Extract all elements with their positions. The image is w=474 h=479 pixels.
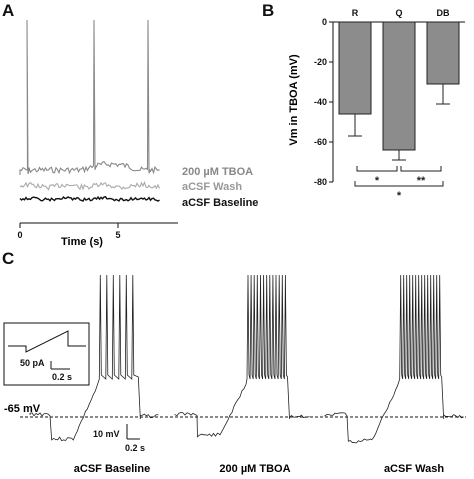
time-scale-label: 0.2 s: [125, 443, 145, 453]
current-inset: 50 pA 0.2 s: [3, 322, 90, 386]
voltage-scale-label: 10 mV: [93, 429, 120, 439]
trace-c-tboa: [174, 274, 310, 438]
bar-r: [338, 21, 372, 115]
bars: R Q DB: [338, 8, 460, 161]
bar-q: [382, 21, 416, 151]
category-label-q: Q: [395, 8, 402, 18]
category-label-r: R: [352, 8, 359, 18]
inset-time-label: 0.2 s: [52, 372, 72, 382]
panel-b-bar-chart: 0-20-40-60-80 R Q DB * *** Vm in TBOA (mV): [288, 8, 465, 202]
inset-current-trace: [8, 330, 86, 353]
y-tick-label: -20: [314, 57, 327, 67]
significance-bracket: [400, 166, 442, 172]
y-tick-label: 0: [322, 17, 327, 27]
panel-a-traces: 0 5 Time (s) 200 µM TBOA aCSF Wash aCSF …: [17, 19, 258, 248]
y-tick-label: -80: [314, 177, 327, 187]
panel-label-c: C: [2, 249, 14, 268]
significance-brackets: * ***: [354, 166, 444, 202]
condition-label-baseline: aCSF Baseline: [74, 463, 150, 475]
threshold-label: -65 mV: [4, 403, 41, 415]
bar-db: [426, 21, 460, 85]
panel-c-traces: -65 mV 50 pA 0.2 s 10 mV 0.2 s aCSF Base…: [3, 274, 466, 475]
trace-c-baseline: [29, 274, 159, 442]
x-tick-label-5: 5: [115, 230, 120, 240]
significance-label: *: [375, 175, 380, 187]
trace-c-wash: [324, 274, 464, 444]
y-tick-label: -40: [314, 97, 327, 107]
panel-label-b: B: [262, 1, 274, 20]
inset-current-label: 50 pA: [20, 358, 45, 368]
panel-label-a: A: [2, 1, 14, 20]
y-axis-label: Vm in TBOA (mV): [288, 54, 300, 146]
condition-label-tboa: 200 µM TBOA: [219, 463, 290, 475]
trace-baseline: [19, 195, 160, 203]
trace-tboa: [19, 19, 160, 175]
x-tick-label-0: 0: [17, 230, 22, 240]
inset-frame: [3, 322, 90, 386]
condition-label-wash: aCSF Wash: [384, 463, 444, 475]
category-label-db: DB: [437, 8, 450, 18]
time-axis-label: Time (s): [61, 236, 103, 248]
significance-label: *: [397, 190, 402, 202]
scale-bar: 10 mV 0.2 s: [93, 424, 145, 453]
y-tick-label: -60: [314, 137, 327, 147]
legend-tboa: 200 µM TBOA: [182, 166, 253, 178]
significance-bracket: [356, 166, 398, 172]
legend-wash: aCSF Wash: [182, 181, 242, 193]
trace-wash: [19, 180, 161, 191]
legend-baseline: aCSF Baseline: [182, 197, 258, 209]
significance-label: **: [417, 175, 426, 187]
y-ticks: 0 -20 -40 -60 -80: [314, 17, 333, 187]
significance-bracket: [354, 181, 444, 187]
